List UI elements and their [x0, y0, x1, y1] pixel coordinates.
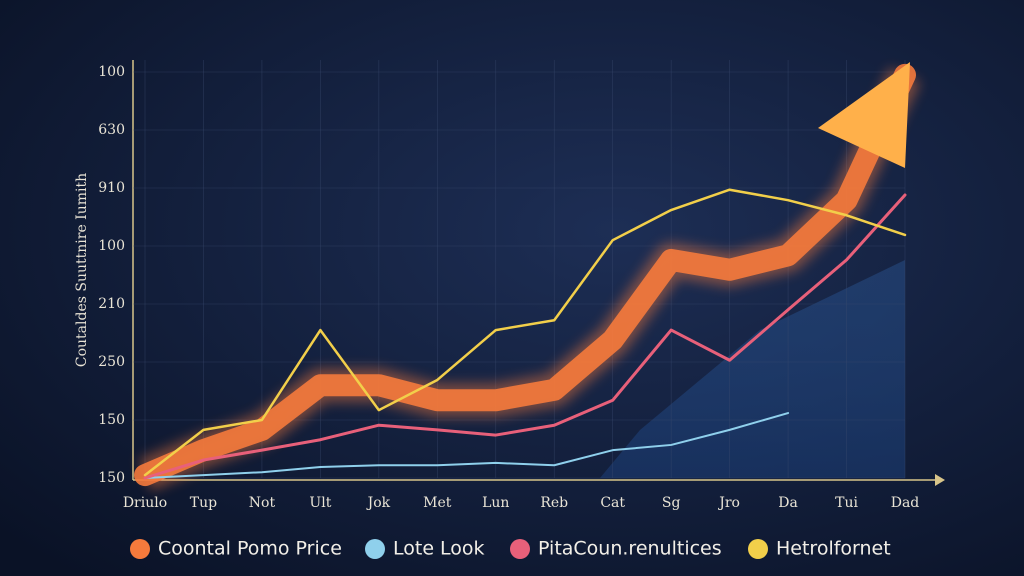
legend-label: Lote Look	[393, 538, 485, 560]
x-axis-arrow	[935, 474, 945, 486]
x-tick-label: Met	[423, 495, 452, 511]
legend-label: Hetrolfornet	[776, 538, 891, 560]
x-tick-label: Tup	[190, 495, 217, 511]
y-tick-label: 210	[98, 296, 125, 312]
x-tick-label: Cat	[600, 495, 625, 511]
y-tick-label: 910	[98, 180, 125, 196]
x-tick-label: Sg	[662, 495, 681, 511]
legend-swatch	[365, 539, 385, 559]
series-line	[143, 188, 907, 477]
legend-swatch	[510, 539, 530, 559]
y-tick-label: 100	[98, 64, 125, 80]
y-tick-label: 150	[98, 412, 125, 428]
x-tick-label: Dad	[891, 495, 920, 511]
arrow-head	[818, 62, 910, 168]
y-tick-label: 100	[98, 238, 125, 254]
legend-swatch	[748, 539, 768, 559]
series-line	[134, 63, 916, 487]
y-tick-label: 150	[98, 470, 125, 486]
y-tick-label: 250	[98, 354, 125, 370]
x-tick-label: Ult	[309, 495, 331, 511]
legend-label: PitaCoun.renultices	[538, 538, 722, 560]
y-tick-label: 630	[98, 122, 125, 138]
x-tick-label: Jro	[717, 495, 740, 511]
y-axis-title: Coutaldes Suuttnire Iumith	[74, 173, 90, 367]
legend-label: Coontal Pomo Price	[158, 538, 342, 560]
x-tick-label: Driulo	[123, 495, 167, 511]
x-tick-label: Jok	[366, 495, 391, 511]
series-line	[144, 412, 790, 479]
x-tick-label: Lun	[482, 495, 509, 511]
x-tick-label: Not	[249, 495, 276, 511]
legend-swatch	[130, 539, 150, 559]
x-tick-label: Reb	[540, 495, 568, 511]
glow-area	[600, 260, 905, 478]
series-line	[143, 193, 907, 480]
x-tick-label: Da	[778, 495, 798, 511]
x-tick-label: Tui	[835, 495, 858, 511]
